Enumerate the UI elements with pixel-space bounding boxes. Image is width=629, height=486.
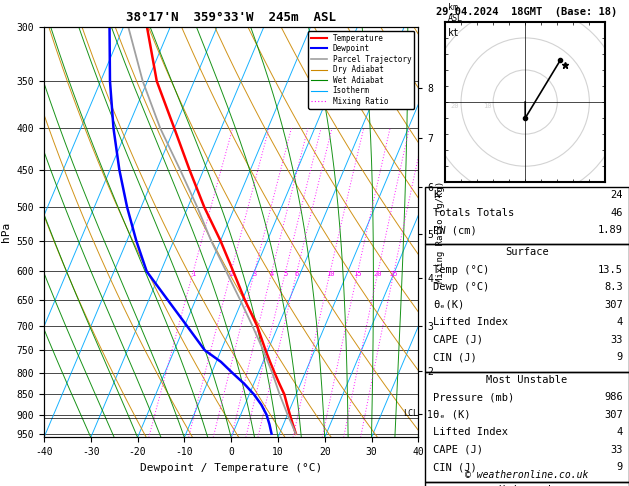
Text: 20: 20 bbox=[374, 272, 382, 278]
Text: Most Unstable: Most Unstable bbox=[486, 375, 567, 385]
Text: 4: 4 bbox=[616, 427, 623, 437]
Text: Surface: Surface bbox=[505, 247, 548, 258]
Text: CAPE (J): CAPE (J) bbox=[433, 335, 482, 345]
Text: Lifted Index: Lifted Index bbox=[433, 317, 508, 328]
Bar bbox=[425, 187, 629, 244]
Text: Temp (°C): Temp (°C) bbox=[433, 265, 489, 275]
Y-axis label: hPa: hPa bbox=[1, 222, 11, 242]
Text: Dewp (°C): Dewp (°C) bbox=[433, 282, 489, 293]
Text: 33: 33 bbox=[610, 445, 623, 455]
Text: km
ASL: km ASL bbox=[448, 3, 463, 23]
Text: Pressure (mb): Pressure (mb) bbox=[433, 392, 514, 402]
Text: 8.3: 8.3 bbox=[604, 282, 623, 293]
Text: 46: 46 bbox=[610, 208, 623, 218]
Bar bbox=[425, 482, 629, 486]
Text: 4: 4 bbox=[270, 272, 274, 278]
Text: 2: 2 bbox=[229, 272, 233, 278]
Text: 1: 1 bbox=[191, 272, 196, 278]
Text: θₑ(K): θₑ(K) bbox=[433, 300, 464, 310]
Text: 33: 33 bbox=[610, 335, 623, 345]
Text: 1.89: 1.89 bbox=[598, 225, 623, 235]
Title: 38°17'N  359°33'W  245m  ASL: 38°17'N 359°33'W 245m ASL bbox=[126, 11, 336, 24]
Text: 15: 15 bbox=[353, 272, 362, 278]
Text: © weatheronline.co.uk: © weatheronline.co.uk bbox=[465, 470, 589, 480]
Text: 29.04.2024  18GMT  (Base: 18): 29.04.2024 18GMT (Base: 18) bbox=[436, 7, 618, 17]
Text: θₑ (K): θₑ (K) bbox=[433, 410, 470, 420]
Text: PW (cm): PW (cm) bbox=[433, 225, 477, 235]
Text: 20: 20 bbox=[451, 104, 459, 109]
Text: Totals Totals: Totals Totals bbox=[433, 208, 514, 218]
Text: LCL: LCL bbox=[403, 409, 418, 418]
Text: kt: kt bbox=[448, 28, 460, 38]
Y-axis label: Mixing Ratio (g/kg): Mixing Ratio (g/kg) bbox=[436, 181, 445, 283]
Bar bbox=[425, 372, 629, 482]
Bar bbox=[425, 244, 629, 372]
Text: 5: 5 bbox=[284, 272, 287, 278]
Text: Lifted Index: Lifted Index bbox=[433, 427, 508, 437]
Text: CIN (J): CIN (J) bbox=[433, 352, 477, 363]
Text: 10: 10 bbox=[483, 104, 491, 109]
Text: CIN (J): CIN (J) bbox=[433, 462, 477, 472]
Text: 9: 9 bbox=[616, 462, 623, 472]
Text: CAPE (J): CAPE (J) bbox=[433, 445, 482, 455]
Text: Hodograph: Hodograph bbox=[499, 485, 555, 486]
X-axis label: Dewpoint / Temperature (°C): Dewpoint / Temperature (°C) bbox=[140, 463, 322, 473]
Text: 10: 10 bbox=[326, 272, 335, 278]
Legend: Temperature, Dewpoint, Parcel Trajectory, Dry Adiabat, Wet Adiabat, Isotherm, Mi: Temperature, Dewpoint, Parcel Trajectory… bbox=[308, 31, 415, 109]
Text: 986: 986 bbox=[604, 392, 623, 402]
Text: 13.5: 13.5 bbox=[598, 265, 623, 275]
Text: 3: 3 bbox=[252, 272, 257, 278]
Text: 4: 4 bbox=[616, 317, 623, 328]
Text: 25: 25 bbox=[390, 272, 398, 278]
Text: 307: 307 bbox=[604, 300, 623, 310]
Text: 307: 307 bbox=[604, 410, 623, 420]
Text: K: K bbox=[433, 190, 439, 200]
Text: 6: 6 bbox=[295, 272, 299, 278]
Text: 9: 9 bbox=[616, 352, 623, 363]
Text: 24: 24 bbox=[610, 190, 623, 200]
